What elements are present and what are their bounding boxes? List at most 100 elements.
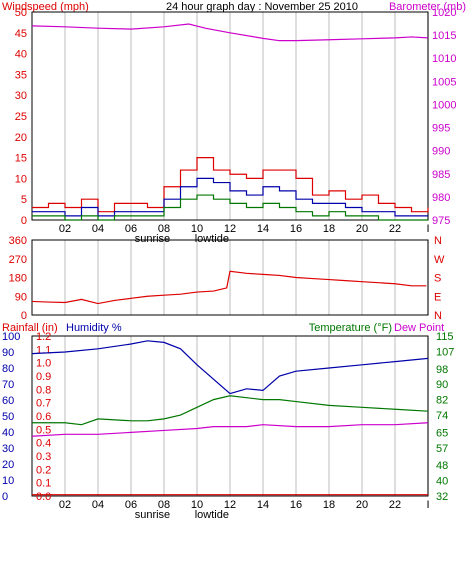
x-tick-0-14: 14 xyxy=(257,223,269,235)
humidity-tick-40: 40 xyxy=(2,427,14,439)
rain-tick-1.2: 1.2 xyxy=(36,331,51,343)
temp-tick-107: 107 xyxy=(436,346,454,358)
windspeed-axis-label: Windspeed (mph) xyxy=(2,1,89,13)
x-tick-1-06: 06 xyxy=(125,499,137,511)
temp-tick-40: 40 xyxy=(436,476,448,488)
dir-tick-180: 180 xyxy=(9,273,27,285)
wind-tick-45: 45 xyxy=(15,28,27,40)
rain-tick-0.4: 0.4 xyxy=(36,438,51,450)
rain-tick-0.8: 0.8 xyxy=(36,384,51,396)
x-tick-0-04: 04 xyxy=(92,223,104,235)
dir-tick-90: 90 xyxy=(15,291,27,303)
dew-point-axis-label: Dew Point xyxy=(394,322,444,334)
wind-tick-20: 20 xyxy=(15,132,27,144)
temp-tick-82: 82 xyxy=(436,395,448,407)
temp-tick-57: 57 xyxy=(436,443,448,455)
rain-tick-0.7: 0.7 xyxy=(36,398,51,410)
humidity-tick-70: 70 xyxy=(2,379,14,391)
marker-1-sunrise: sunrise xyxy=(135,509,170,521)
wind-tick-40: 40 xyxy=(15,49,27,61)
x-tick-0-20: 20 xyxy=(356,223,368,235)
panel-frame-1 xyxy=(31,239,429,316)
marker-0-lowtide: lowtide xyxy=(195,233,229,245)
wind-tick-50: 50 xyxy=(15,7,27,19)
x-tick-0-22: 22 xyxy=(389,223,401,235)
x-tick-1-12: 12 xyxy=(224,499,236,511)
baro-tick-990: 990 xyxy=(432,146,450,158)
temp-tick-115: 115 xyxy=(436,331,454,343)
wind-tick-35: 35 xyxy=(15,69,27,81)
series-barometer xyxy=(31,23,429,42)
baro-tick-995: 995 xyxy=(432,123,450,135)
compass-tick-3: E xyxy=(434,291,441,303)
baro-tick-1020: 1020 xyxy=(432,7,456,19)
wind-tick-30: 30 xyxy=(15,90,27,102)
baro-tick-985: 985 xyxy=(432,169,450,181)
rain-tick-0.6: 0.6 xyxy=(36,411,51,423)
compass-tick-0: N xyxy=(434,235,442,247)
rain-tick-0: 0.0 xyxy=(36,491,51,503)
humidity-tick-10: 10 xyxy=(2,475,14,487)
series-direction xyxy=(31,270,427,305)
series-humidity xyxy=(31,340,429,395)
x-tick-1-04: 04 xyxy=(92,499,104,511)
compass-tick-4: N xyxy=(434,310,442,322)
wind-tick-0: 0 xyxy=(21,215,27,227)
x-tick-1-14: 14 xyxy=(257,499,269,511)
dir-tick-360: 360 xyxy=(9,235,27,247)
dir-tick-0: 0 xyxy=(21,310,27,322)
humidity-tick-90: 90 xyxy=(2,347,14,359)
panel-frame-2 xyxy=(31,335,429,497)
rain-tick-0.2: 0.2 xyxy=(36,464,51,476)
humidity-tick-100: 100 xyxy=(2,331,20,343)
x-tick-0-08: 08 xyxy=(158,223,170,235)
x-tick-1-I: I xyxy=(426,499,429,511)
baro-tick-1010: 1010 xyxy=(432,53,456,65)
x-tick-0-02: 02 xyxy=(59,223,71,235)
x-tick-1-02: 02 xyxy=(59,499,71,511)
humidity-tick-20: 20 xyxy=(2,459,14,471)
temp-tick-48: 48 xyxy=(436,460,448,472)
rain-tick-0.3: 0.3 xyxy=(36,451,51,463)
wind-tick-15: 15 xyxy=(15,153,27,165)
compass-tick-2: S xyxy=(434,273,441,285)
barometer-axis-label: Barometer (mb) xyxy=(389,1,466,13)
series-gust xyxy=(32,177,428,217)
x-tick-0-16: 16 xyxy=(290,223,302,235)
temperature-axis-label: Temperature (°F) xyxy=(309,322,392,334)
series-temperature xyxy=(32,395,429,426)
wind-tick-10: 10 xyxy=(15,173,27,185)
x-tick-1-18: 18 xyxy=(323,499,335,511)
dir-tick-270: 270 xyxy=(9,254,27,266)
humidity-tick-0: 0 xyxy=(2,491,8,503)
marker-0-sunrise: sunrise xyxy=(135,233,170,245)
x-tick-1-20: 20 xyxy=(356,499,368,511)
graph-title: 24 hour graph day : November 25 2010 xyxy=(166,1,358,13)
humidity-tick-50: 50 xyxy=(2,411,14,423)
x-tick-1-10: 10 xyxy=(191,499,203,511)
compass-tick-1: W xyxy=(434,254,445,266)
x-tick-1-22: 22 xyxy=(389,499,401,511)
marker-1-lowtide: lowtide xyxy=(195,509,229,521)
rain-tick-0.9: 0.9 xyxy=(36,371,51,383)
rain-tick-0.1: 0.1 xyxy=(36,478,51,490)
baro-tick-1000: 1000 xyxy=(432,99,456,111)
humidity-tick-30: 30 xyxy=(2,443,14,455)
temp-tick-65: 65 xyxy=(436,427,448,439)
baro-tick-980: 980 xyxy=(432,192,450,204)
x-tick-1-08: 08 xyxy=(158,499,170,511)
wind-tick-5: 5 xyxy=(21,194,27,206)
wind-tick-25: 25 xyxy=(15,111,27,123)
temp-tick-74: 74 xyxy=(436,410,448,422)
x-tick-0-12: 12 xyxy=(224,223,236,235)
x-tick-1-16: 16 xyxy=(290,499,302,511)
rain-tick-1: 1.0 xyxy=(36,358,51,370)
rain-tick-1.1: 1.1 xyxy=(36,344,51,356)
baro-tick-1015: 1015 xyxy=(432,30,456,42)
x-tick-0-18: 18 xyxy=(323,223,335,235)
temp-tick-90: 90 xyxy=(436,379,448,391)
rainfall-axis-label: Rainfall (in) xyxy=(2,322,58,334)
baro-tick-975: 975 xyxy=(432,215,450,227)
